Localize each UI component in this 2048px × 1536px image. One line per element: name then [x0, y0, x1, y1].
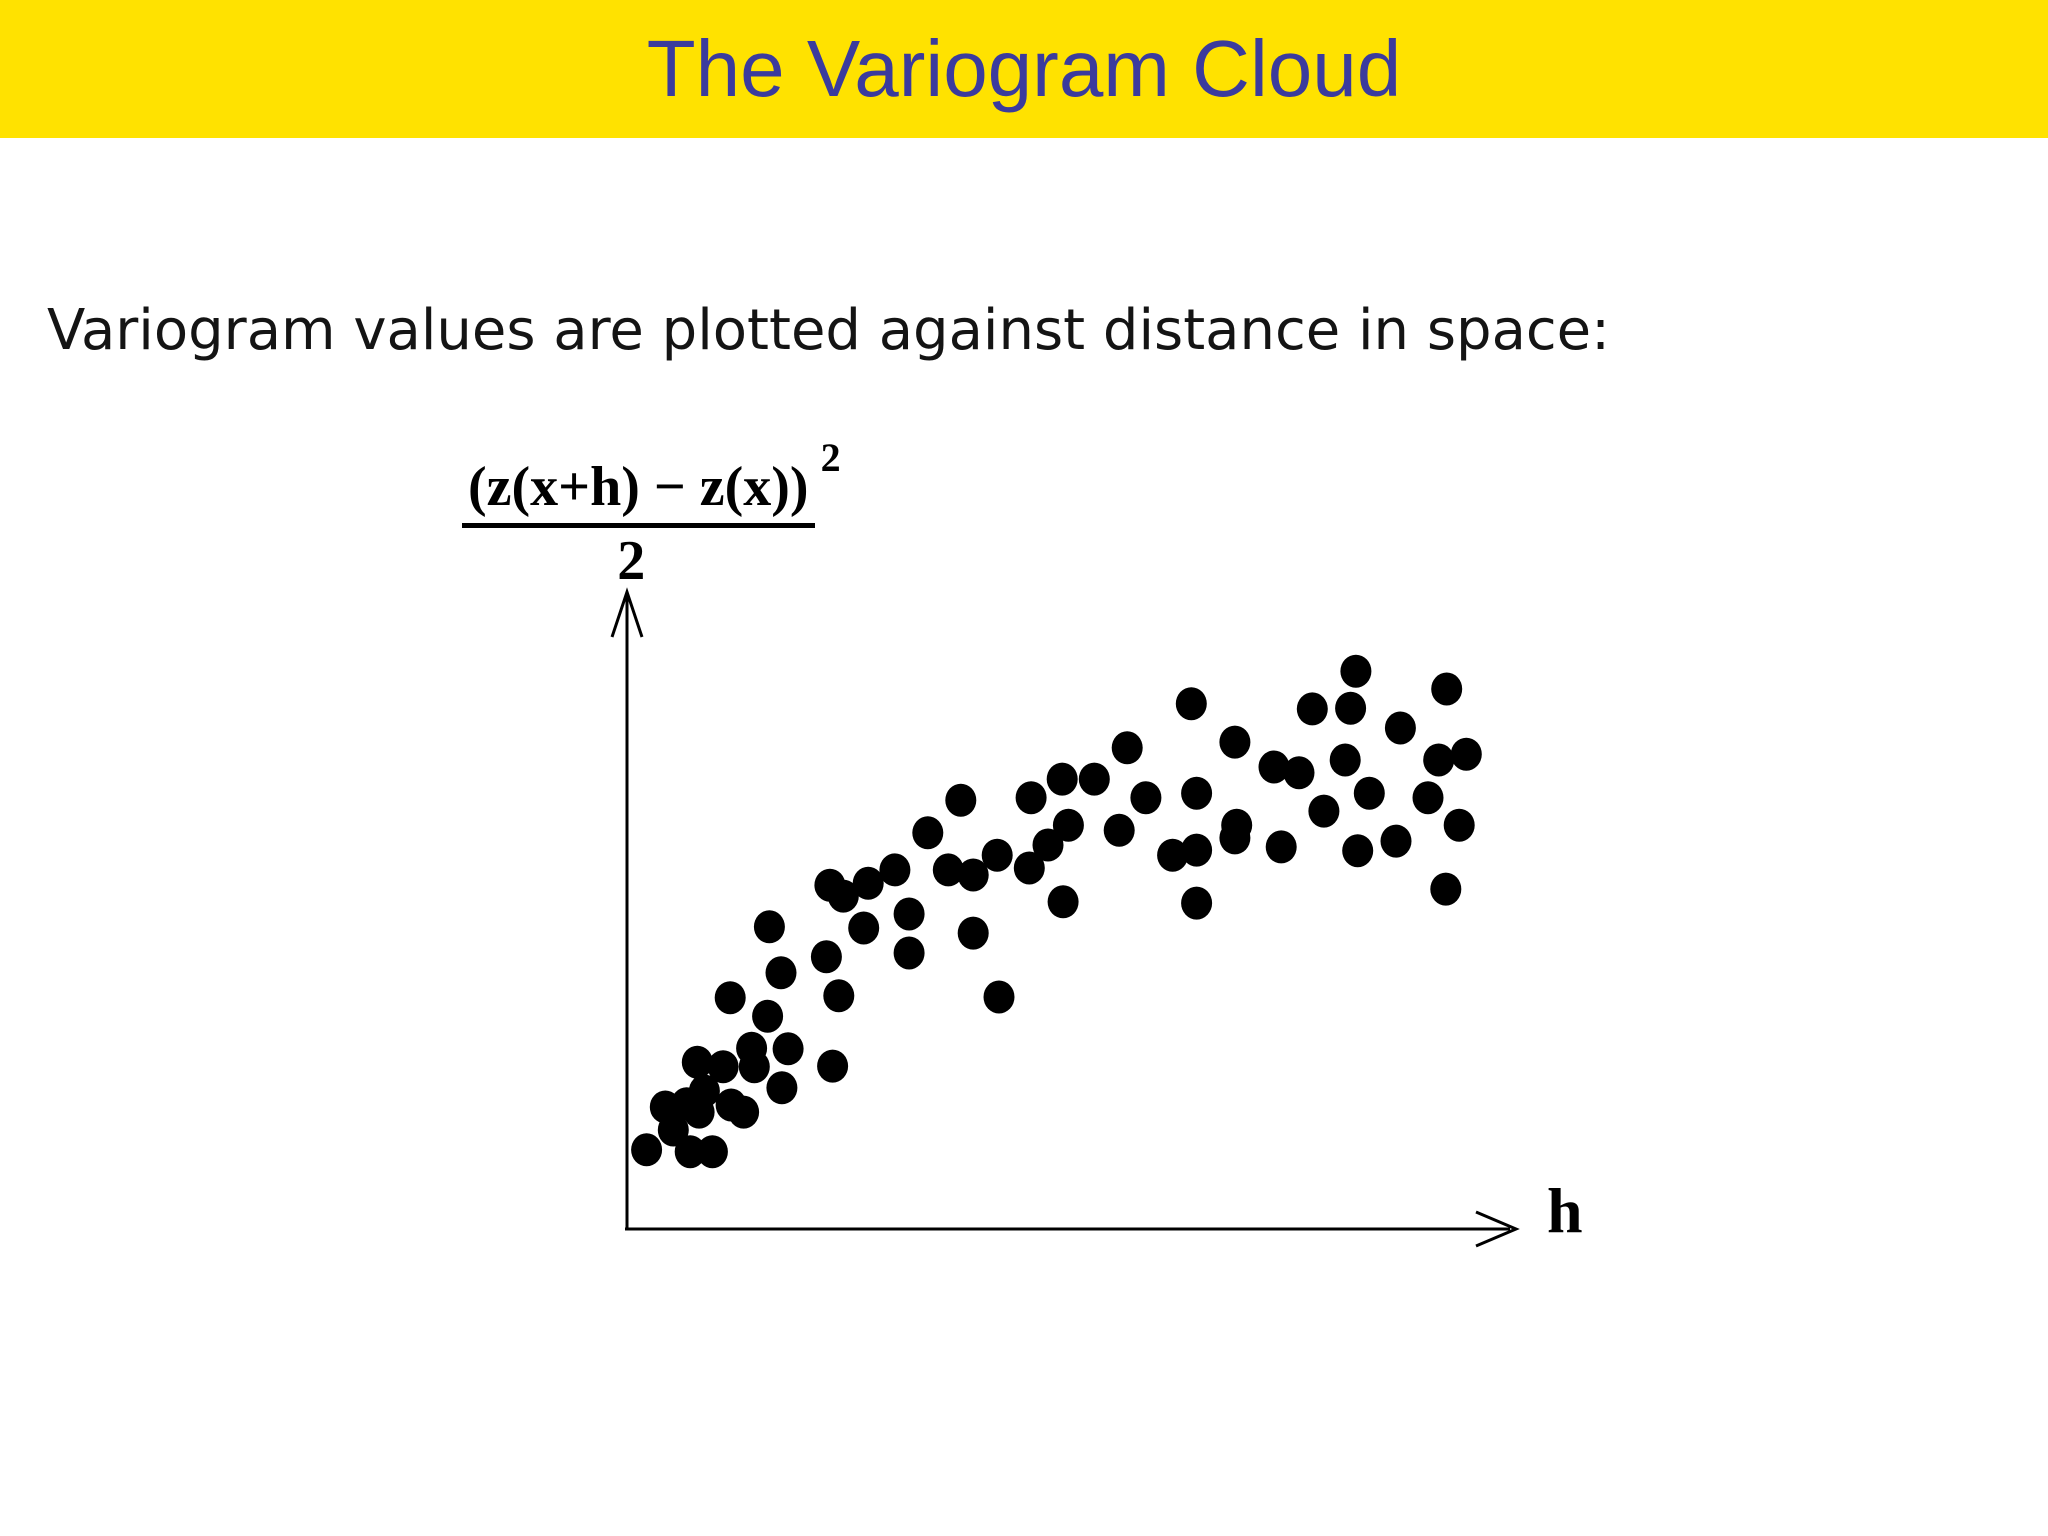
scatter-point — [1443, 808, 1475, 842]
scatter-point — [1052, 808, 1084, 842]
scatter-point — [957, 916, 989, 950]
scatter-point — [1412, 781, 1444, 815]
scatter-point — [1175, 687, 1207, 721]
scatter-point — [728, 1095, 760, 1129]
scatter-point — [1431, 672, 1463, 706]
scatter-point — [879, 853, 911, 887]
scatter-point — [631, 1133, 663, 1167]
scatter-point — [1308, 794, 1340, 828]
scatter-point — [683, 1095, 715, 1129]
scatter-point — [1342, 834, 1374, 868]
scatter-point — [823, 979, 855, 1013]
scatter-point — [753, 910, 785, 944]
scatter-point — [912, 816, 944, 850]
scatter-point — [1111, 731, 1143, 765]
scatter-point — [1384, 711, 1416, 745]
scatter-point — [1340, 654, 1372, 688]
scatter-point — [1181, 776, 1213, 810]
scatter-point — [681, 1045, 713, 1079]
scatter-point — [1353, 776, 1385, 810]
scatter-point — [1423, 743, 1455, 777]
scatter-point — [766, 1071, 798, 1105]
scatter-point — [1219, 725, 1251, 759]
scatter-point — [1335, 691, 1367, 725]
scatter-point — [1103, 813, 1135, 847]
scatter-point — [1157, 838, 1189, 872]
scatter-point — [1015, 781, 1047, 815]
scatter-point — [1078, 762, 1110, 796]
scatter-point — [752, 999, 784, 1033]
x-axis-label: h — [1547, 1175, 1583, 1246]
scatter-point — [848, 911, 880, 945]
scatter-point — [1283, 756, 1315, 790]
scatter-point — [1032, 828, 1064, 862]
scatter-point — [932, 853, 964, 887]
scatter-point — [772, 1032, 804, 1066]
scatter-point — [657, 1113, 689, 1147]
formula-exponent: 2 — [820, 435, 841, 480]
scatter-point — [1265, 830, 1297, 864]
scatter-point — [957, 858, 989, 892]
scatter-point — [1258, 750, 1290, 784]
scatter-point — [1450, 737, 1482, 771]
lead-text: Variogram values are plotted against dis… — [47, 298, 1610, 363]
scatter-point — [1181, 886, 1213, 920]
formula-denominator: 2 — [617, 530, 646, 592]
scatter-point — [696, 1135, 728, 1169]
scatter-point — [945, 783, 977, 817]
scatter-point — [810, 940, 842, 974]
title-banner: The Variogram Cloud — [0, 0, 2048, 138]
scatter-point — [707, 1050, 739, 1084]
scatter-points-group — [631, 654, 1482, 1169]
slide-title: The Variogram Cloud — [646, 24, 1402, 113]
scatter-point — [1047, 885, 1079, 919]
scatter-point — [1329, 743, 1361, 777]
scatter-point — [1130, 781, 1162, 815]
scatter-point — [1380, 824, 1412, 858]
scatter-point — [983, 980, 1015, 1014]
scatter-point — [674, 1135, 706, 1169]
scatter-point — [1181, 833, 1213, 867]
scatter-point — [1296, 692, 1328, 726]
scatter-point — [1013, 851, 1045, 885]
formula-numerator-row: (z(x+h) − z(x)) 2 — [462, 438, 841, 528]
scatter-point — [893, 936, 925, 970]
scatter-point — [1046, 762, 1078, 796]
y-axis-arrowhead-icon — [610, 587, 644, 638]
scatter-point — [738, 1050, 770, 1084]
formula-numerator: (z(x+h) − z(x)) — [462, 459, 815, 528]
x-axis-arrowhead-icon — [1475, 1210, 1520, 1248]
scatter-point — [827, 879, 859, 913]
scatter-point — [1219, 821, 1251, 855]
scatter-point — [981, 838, 1013, 872]
y-axis-formula: (z(x+h) − z(x)) 2 2 — [462, 438, 841, 589]
scatter-point — [893, 897, 925, 931]
scatter-point — [852, 866, 884, 900]
scatter-point — [817, 1049, 849, 1083]
scatter-point — [714, 981, 746, 1015]
scatter-point — [1430, 872, 1462, 906]
scatter-point — [765, 956, 797, 990]
